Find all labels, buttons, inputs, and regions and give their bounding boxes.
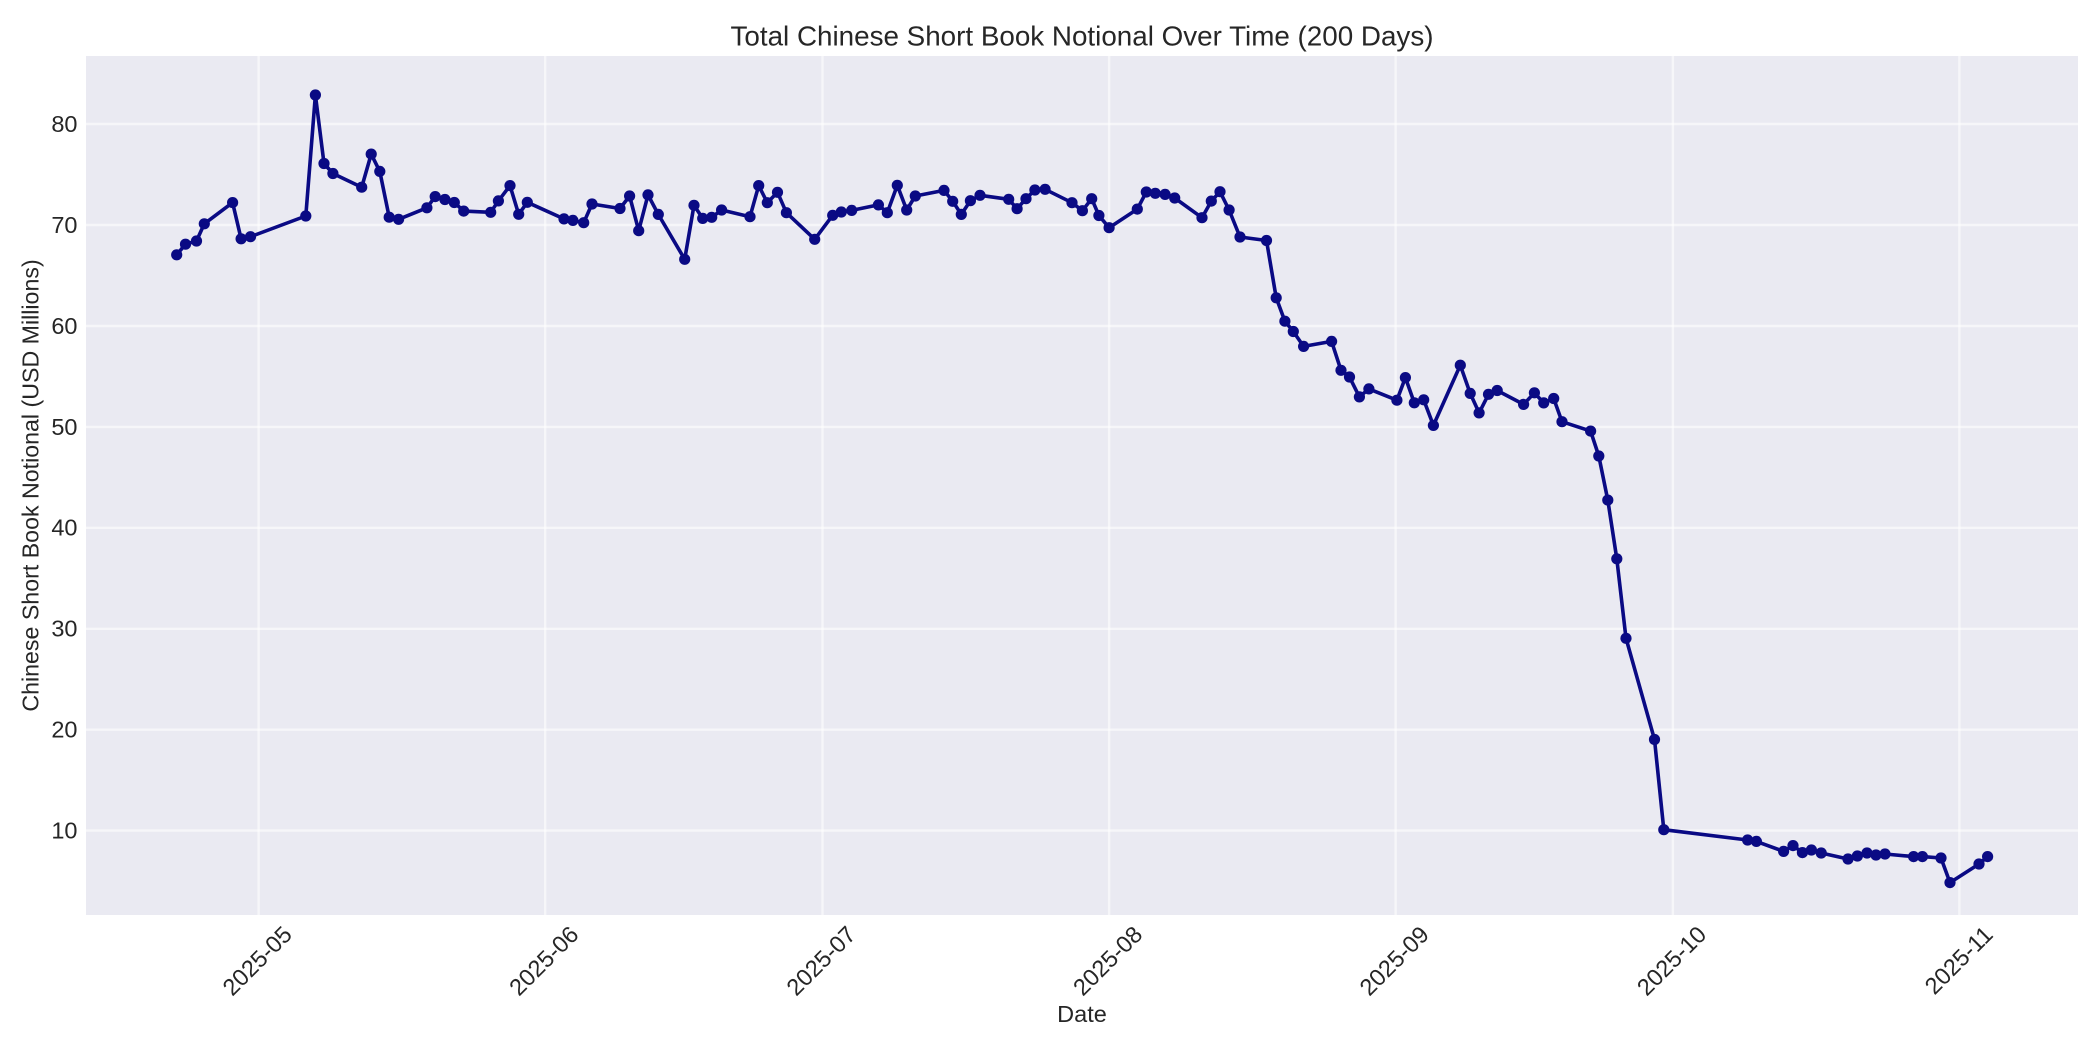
- svg-text:70: 70: [51, 212, 77, 238]
- svg-text:20: 20: [51, 717, 77, 743]
- svg-text:10: 10: [51, 818, 77, 844]
- svg-text:Date: Date: [1057, 1001, 1107, 1027]
- svg-text:2025-05: 2025-05: [218, 921, 297, 1000]
- svg-text:50: 50: [51, 414, 77, 440]
- svg-text:40: 40: [51, 515, 77, 541]
- svg-text:2025-06: 2025-06: [504, 921, 583, 1000]
- svg-text:2025-09: 2025-09: [1355, 921, 1434, 1000]
- svg-text:Chinese Short Book Notional (U: Chinese Short Book Notional (USD Million…: [18, 259, 44, 711]
- svg-text:Total Chinese Short Book Notio: Total Chinese Short Book Notional Over T…: [731, 21, 1434, 52]
- svg-text:30: 30: [51, 616, 77, 642]
- svg-text:2025-07: 2025-07: [781, 921, 860, 1000]
- svg-text:2025-08: 2025-08: [1068, 921, 1147, 1000]
- svg-text:60: 60: [51, 313, 77, 339]
- svg-text:80: 80: [51, 111, 77, 137]
- svg-text:2025-10: 2025-10: [1632, 921, 1711, 1000]
- svg-text:2025-11: 2025-11: [1920, 921, 1998, 999]
